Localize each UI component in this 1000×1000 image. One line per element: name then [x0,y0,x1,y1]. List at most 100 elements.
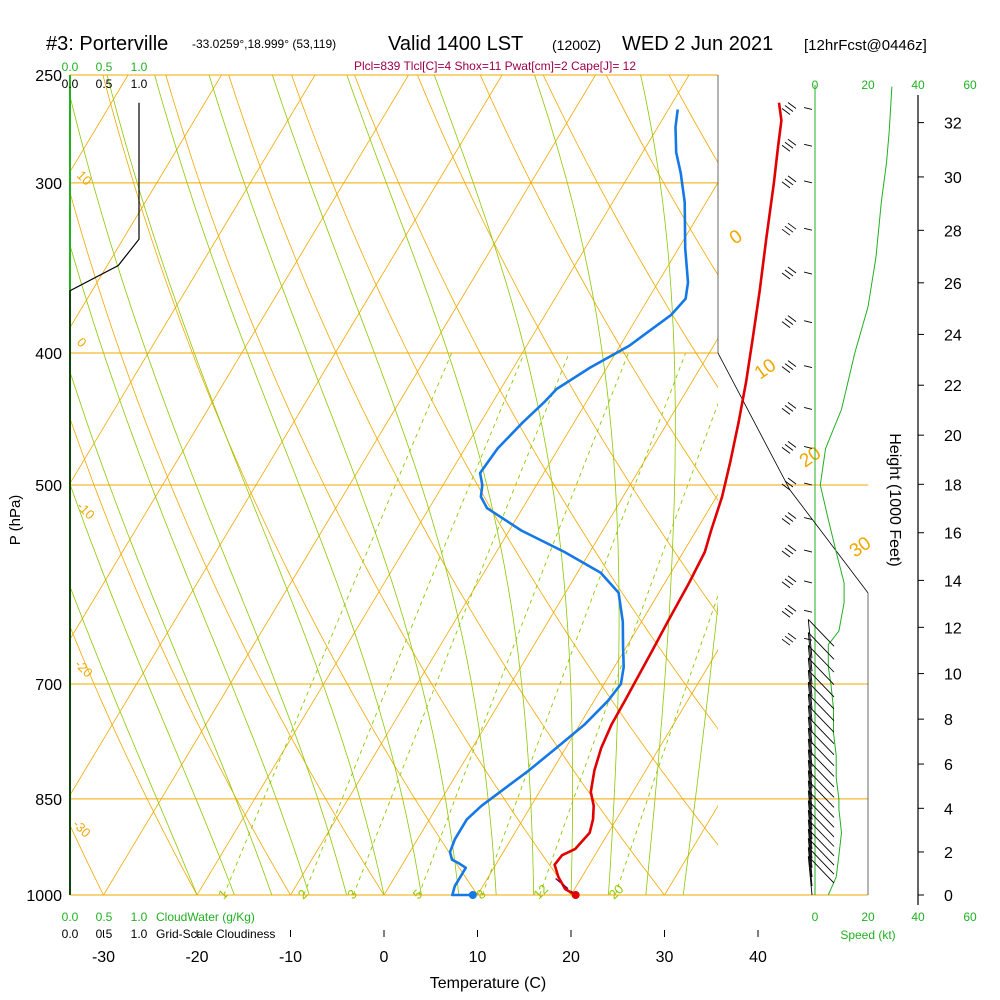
pressure-tick-label: 250 [35,68,62,85]
pressure-tick-label: 850 [35,792,62,809]
wind-barb [807,819,835,859]
moist-adiabat-line [70,482,235,895]
wind-barb-feather [807,828,835,857]
title-station: #3: Porterville [46,33,168,55]
wind-barb-staff [804,107,813,110]
wind-barb-staff [807,838,813,878]
title-date: WED 2 Jun 2021 [622,33,773,55]
wind-barb-feather [807,645,835,673]
dry-adiabat-label: 10 [74,168,95,189]
dry-adiabat-line [228,75,666,895]
moist-adiabat-line [70,585,198,895]
wind-barb-staff [804,271,813,275]
plot-frame [69,74,869,896]
wind-barb-feather [781,581,791,589]
indices-line: Plcl=839 Tlcl[C]=4 Shox=11 Pwat[cm]=2 Ca… [354,59,636,73]
wind-barb [807,619,835,659]
wind-barb [781,266,813,280]
wind-barb-staff [807,716,813,756]
pressure-tick-label: 500 [35,478,62,495]
wind-barb-feather [807,749,835,777]
dry-adiabat-line [479,75,718,502]
wind-barb-staff [807,657,813,697]
moist-adiabat-line [208,75,460,895]
wind-barb-feather [781,550,791,558]
wind-barb-feather [781,610,791,618]
wind-barb [781,402,813,415]
speed-tick-top: 20 [861,78,875,92]
surface-temperature-dot [571,891,580,899]
wind-barb-staff [807,790,813,830]
wind-barb-feather [781,321,791,329]
wind-barb-feather [787,575,797,583]
cloudwater-tick-top: 0.0 [62,60,79,74]
wind-barb [781,360,813,373]
wind-barb [807,759,835,799]
x-tick-label: -10 [279,949,302,966]
wind-barb-staff [807,705,813,745]
wind-barb [807,838,835,878]
wind-barb-feather [787,266,797,274]
wind-barb-staff [807,619,813,659]
x-tick-label: 0 [380,949,389,966]
speed-tick-bottom: 20 [861,910,875,924]
wind-barb [807,828,835,868]
wind-barb-staff [804,227,813,231]
wind-barb-feather [807,847,835,875]
height-tick-label: 12 [944,620,962,637]
cloudwater-tick-bottom: 0.0 [62,910,79,924]
wind-barb-staff [804,580,813,584]
wind-barb-staff [807,856,813,896]
mixing-ratio-line [614,594,718,895]
cloudiness-label: Grid-Scale Cloudiness [156,927,275,941]
isotherm-line [70,75,223,329]
sounding-series [448,102,783,899]
moist-adiabat-line [154,75,422,895]
wind-barb [781,315,813,329]
wind-barb [807,716,835,756]
moist-adiabat-line [682,600,718,895]
wind-barb-feather [781,638,791,646]
height-tick-label: 18 [944,477,962,494]
wind-barb [781,175,813,189]
wind-panel-boundary [717,352,869,594]
isotherm-line [196,75,690,895]
title-fcst: [12hrFcst@0446z] [804,37,927,54]
dry-adiabat-line [354,75,718,730]
wind-barb-staff [804,407,813,410]
wind-barb-staff [807,780,813,820]
wind-barb [807,738,835,778]
isotherm-line [383,337,718,895]
dry-adiabat-line [605,75,718,276]
wind-barb-feather [787,604,797,612]
wind-barb-feather [787,441,797,448]
wind-barb-feather [807,705,835,733]
wind-barb [781,441,813,454]
wind-barb-staff [807,760,813,799]
mixing-ratio-label: 1 [215,886,231,902]
x-tick-label: 20 [562,949,580,966]
wind-barb [807,632,835,672]
wind-barb-staff [807,770,813,810]
wind-barb-feather [784,635,794,643]
wind-barb-feather [784,225,794,233]
mixing-ratio-label: 2 [295,886,311,902]
wind-barb-staff [804,549,813,553]
dewpoint-line [448,109,690,897]
mixing-ratio-line [223,352,453,895]
moist-adiabat-line [106,75,385,895]
wind-barb-feather [807,819,835,847]
wind-barb-feather [787,512,797,519]
wind-barb-staff [804,517,813,520]
cloudiness-tick-bottom: 0.5 [96,927,113,941]
x-tick-label: 30 [656,949,674,966]
dry-adiabat-line [843,51,1000,924]
wind-barb [807,669,835,709]
moist-adiabat-line [534,75,620,895]
cloudwater-tick-bottom: 1.0 [131,910,148,924]
moist-adiabat-line [433,75,573,895]
wind-barb-staff [807,749,813,789]
wind-barb-staff [807,738,813,778]
wind-barb-feather [784,318,794,326]
dry-adiabat-line [0,51,23,924]
